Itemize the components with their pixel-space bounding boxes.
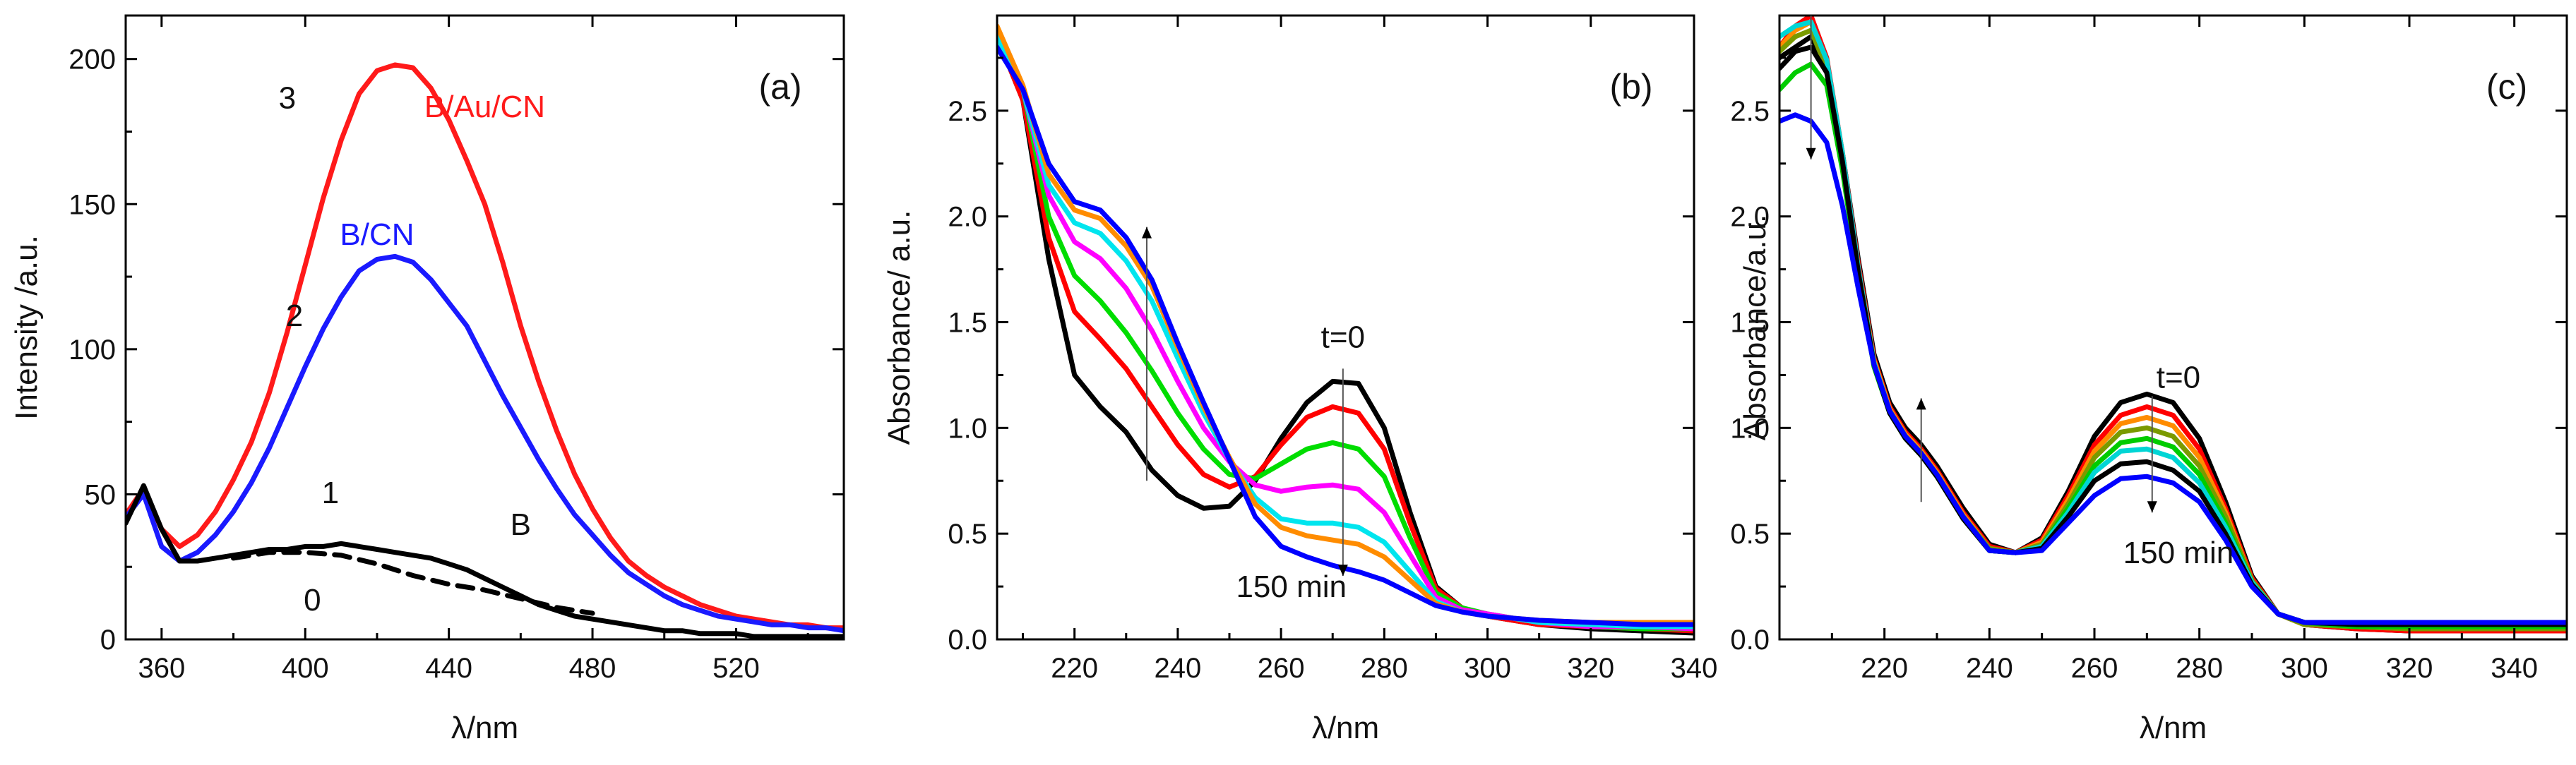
series-line-150-min-6 <box>997 44 1694 627</box>
x-tick-label: 300 <box>1464 653 1511 684</box>
x-tick-label: 300 <box>2281 653 2328 684</box>
trend-arrow-head <box>1337 565 1348 577</box>
y-tick-label: 2.5 <box>948 96 987 127</box>
y-tick-label: 0.5 <box>1730 519 1770 550</box>
annotation-label: 150 min <box>1236 570 1347 604</box>
plot-frame <box>124 14 845 641</box>
x-tick-label: 360 <box>138 653 185 684</box>
y-tick-label: 50 <box>85 479 117 510</box>
x-tick-label: 240 <box>1155 653 1202 684</box>
annotation-label: B <box>511 507 531 542</box>
y-tick-label: 200 <box>68 44 116 76</box>
x-tick-label: 220 <box>1051 653 1098 684</box>
annotation-label: 0 <box>304 583 321 618</box>
series-line-150-min-7 <box>1779 112 2567 625</box>
trend-arrow-head <box>1916 398 1926 410</box>
annotation-label: 3 <box>279 81 296 116</box>
x-tick-label: 340 <box>2491 653 2538 684</box>
series-line-s6-5 <box>1779 19 2567 627</box>
chart-panel-1: 220 240 260 280 300 320 340 0.0 0.5 1.0 1.5 2.0 2.5 λ… <box>882 14 1718 745</box>
x-tick-label: 260 <box>2071 653 2118 684</box>
series-group <box>126 62 844 639</box>
chart-panel-2: 220 240 260 280 300 320 340 0.0 0.5 1.0 1.5 2.0 2.5 λ… <box>1730 14 2568 745</box>
annotation-label: B/Au/CN <box>424 90 545 124</box>
y-axis-title: Absorbance/a.u. <box>1738 215 1772 440</box>
x-tick-label: 280 <box>1361 653 1408 684</box>
y-axis-title: Intensity /a.u. <box>9 235 44 420</box>
y-tick-label: 1.5 <box>1730 308 1770 339</box>
annotation-label: t=0 <box>2157 360 2200 394</box>
y-tick-label: 1.0 <box>1730 413 1770 444</box>
trend-arrow-head <box>2147 501 2157 513</box>
x-tick-label: 260 <box>1258 653 1305 684</box>
y-tick-label: 2.0 <box>948 202 987 233</box>
series-line-b-2 <box>126 483 844 639</box>
y-tick-label: 0 <box>100 625 116 656</box>
y-tick-label: 2.0 <box>1730 202 1770 233</box>
x-tick-label: 400 <box>282 653 329 684</box>
trend-arrow-head <box>1142 227 1152 239</box>
x-tick-label: 340 <box>1671 653 1718 684</box>
panel-tag: (a) <box>758 67 801 107</box>
x-tick-label: 220 <box>1861 653 1908 684</box>
x-axis-title: λ/nm <box>2140 711 2207 745</box>
y-tick-label: 1.0 <box>948 413 987 444</box>
x-tick-label: 520 <box>712 653 760 684</box>
chart-panel-0: 360 400 440 480 520 0 50 100 150 200 λ/nm Intensity… <box>9 14 845 745</box>
plot-frame <box>996 14 1695 641</box>
panel-tag: (c) <box>2486 67 2527 107</box>
series-line-b-cn-1 <box>126 253 844 634</box>
series-group <box>1779 16 2567 634</box>
annotation-label: B/CN <box>340 217 414 252</box>
series-group <box>997 23 1694 636</box>
x-axis-title: λ/nm <box>1312 711 1379 745</box>
y-tick-label: 0.5 <box>948 519 987 550</box>
x-axis-title: λ/nm <box>451 711 518 745</box>
x-tick-label: 480 <box>569 653 616 684</box>
x-tick-label: 240 <box>1966 653 2013 684</box>
annotation-label: 2 <box>286 299 303 333</box>
y-tick-label: 2.5 <box>1730 96 1770 127</box>
y-tick-label: 1.5 <box>948 308 987 339</box>
y-tick-label: 0.0 <box>1730 625 1770 656</box>
y-tick-label: 0.0 <box>948 625 987 656</box>
trend-arrow-head <box>1806 147 1816 159</box>
series-line-0-3 <box>231 550 595 616</box>
x-tick-label: 320 <box>2386 653 2433 684</box>
x-tick-label: 440 <box>425 653 472 684</box>
y-tick-label: 100 <box>68 335 116 366</box>
x-tick-label: 320 <box>1567 653 1614 684</box>
x-tick-label: 280 <box>2176 653 2223 684</box>
annotation-label: 1 <box>322 476 339 510</box>
y-axis-title: Absorbance/ a.u. <box>882 210 917 445</box>
annotation-label: 150 min <box>2123 536 2234 570</box>
panel-tag: (b) <box>1609 67 1652 107</box>
plot-frame <box>1778 14 2568 641</box>
annotation-label: t=0 <box>1321 320 1365 354</box>
y-tick-label: 150 <box>68 189 116 220</box>
series-line-b-au-cn-0 <box>126 62 844 631</box>
